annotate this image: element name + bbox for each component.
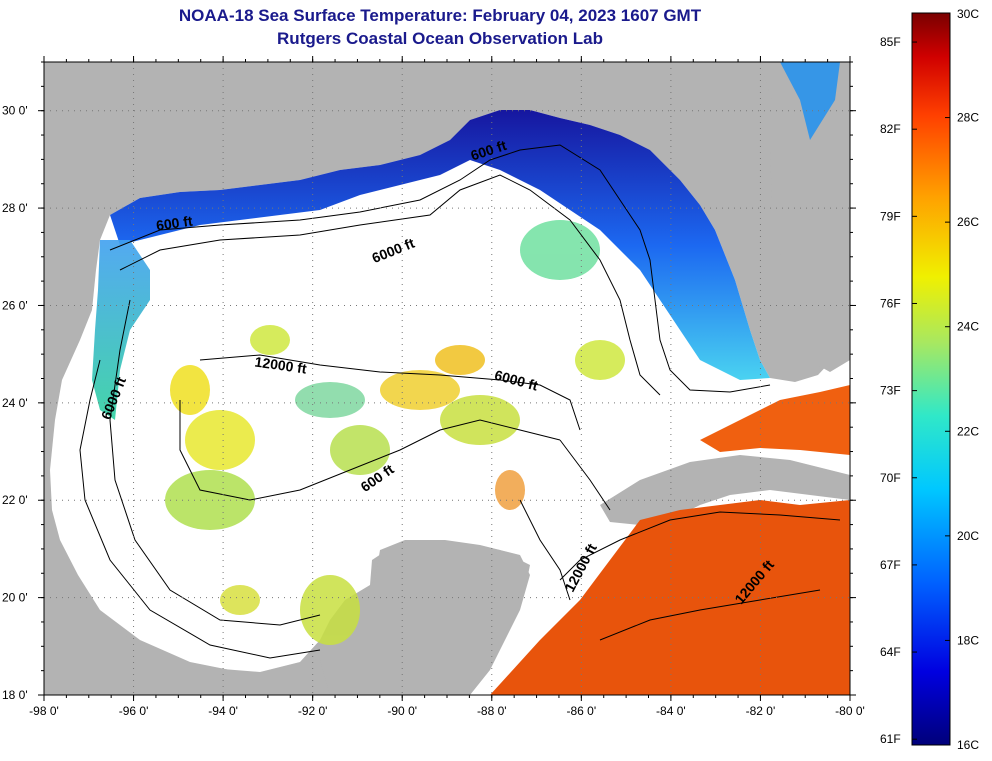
celsius-label: 30C	[957, 7, 979, 21]
land-florida	[760, 62, 850, 372]
land-yucatan	[320, 540, 530, 695]
tick-marks	[38, 56, 856, 701]
fahrenheit-label: 67F	[880, 558, 901, 572]
map-subtitle: Rutgers Coastal Ocean Observation Lab	[277, 29, 603, 48]
celsius-label: 24C	[957, 320, 979, 334]
lon-label: -94 0'	[208, 704, 238, 718]
celsius-label: 22C	[957, 424, 979, 438]
lat-label: 20 0'	[2, 591, 28, 605]
latitude-labels: 18 0' 20 0' 22 0' 24 0' 26 0' 28 0' 30 0'	[2, 104, 28, 702]
land-cuba	[600, 455, 850, 525]
lon-label: -82 0'	[746, 704, 776, 718]
fahrenheit-label: 76F	[880, 296, 901, 310]
florida-shelf-water	[780, 62, 840, 140]
contour-label: 12000 ft	[254, 353, 308, 376]
fahrenheit-label: 79F	[880, 209, 901, 223]
lat-label: 18 0'	[2, 688, 28, 702]
contour-label: 600 ft	[155, 213, 194, 234]
bathymetry-contours	[79, 144, 841, 659]
fahrenheit-label: 70F	[880, 471, 901, 485]
lat-label: 30 0'	[2, 104, 28, 118]
fahrenheit-label: 82F	[880, 122, 901, 136]
colorbar	[911, 12, 951, 746]
fahrenheit-label: 64F	[880, 645, 901, 659]
celsius-label: 16C	[957, 738, 979, 752]
map-title: NOAA-18 Sea Surface Temperature: Februar…	[178, 6, 702, 25]
longitude-labels: -98 0' -96 0' -94 0' -92 0' -90 0' -88 0' -86 …	[29, 704, 865, 718]
lon-label: -80 0'	[835, 704, 865, 718]
lon-label: -96 0'	[119, 704, 149, 718]
celsius-label: 28C	[957, 111, 979, 125]
fahrenheit-label: 85F	[880, 35, 901, 49]
lon-label: -98 0'	[29, 704, 59, 718]
colorbar-fahrenheit-labels: 85F 82F 79F 76F 73F 70F 67F 64F 61F	[880, 35, 901, 746]
fahrenheit-label: 73F	[880, 384, 901, 398]
lon-label: -90 0'	[387, 704, 417, 718]
graticule	[44, 62, 850, 695]
celsius-label: 20C	[957, 529, 979, 543]
lat-label: 26 0'	[2, 298, 28, 312]
lat-label: 28 0'	[2, 201, 28, 215]
lat-label: 24 0'	[2, 396, 28, 410]
colorbar-ticks	[912, 12, 950, 746]
lat-label: 22 0'	[2, 493, 28, 507]
lon-label: -86 0'	[567, 704, 597, 718]
fahrenheit-label: 61F	[880, 732, 901, 746]
west-shelf-water	[92, 240, 150, 420]
colorbar-celsius-labels: 30C 28C 26C 24C 22C 20C 18C 16C	[957, 7, 979, 752]
lon-label: -84 0'	[656, 704, 686, 718]
celsius-label: 26C	[957, 215, 979, 229]
land-us-coast	[44, 62, 850, 676]
lon-label: -92 0'	[298, 704, 328, 718]
lon-label: -88 0'	[477, 704, 507, 718]
celsius-label: 18C	[957, 633, 979, 647]
